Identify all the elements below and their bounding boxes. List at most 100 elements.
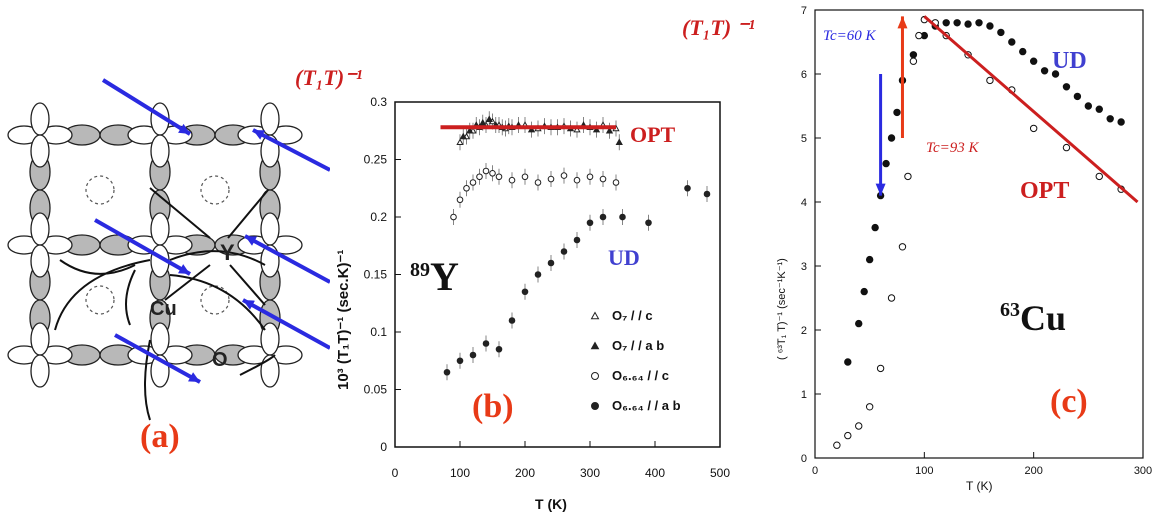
data-point [619, 213, 626, 221]
y-tick-label: 5 [801, 133, 807, 145]
arrow-head [875, 183, 886, 196]
data-point [909, 57, 918, 65]
data-point [904, 172, 912, 181]
orbital-lobe [30, 102, 50, 136]
tc-label-ud: Tc=60 K [823, 28, 876, 44]
spin-arrow [252, 128, 331, 172]
legend-entry: O₆.₆₄ / / a b [612, 398, 681, 413]
data-point [1117, 118, 1125, 126]
data-point [833, 441, 841, 449]
atom-label-y: Y [220, 240, 235, 265]
data-point [876, 364, 885, 373]
x-tick-label: 200 [1024, 465, 1042, 477]
arrow-head [178, 123, 190, 134]
panel-c-chart: 0 100 200 300 0 1 2 3 4 5 6 7 (T₁T) ⁻¹ ( ⁶³T₁ T)⁻¹ … [680, 0, 1155, 519]
x-tick-label: 100 [450, 466, 470, 480]
y-tick-label: 0.3 [370, 95, 387, 109]
arrow-head [245, 236, 257, 246]
arrow-head [188, 372, 200, 382]
data-point [521, 288, 529, 296]
data-point [844, 431, 852, 440]
data-point [1019, 47, 1027, 56]
data-point [456, 138, 464, 145]
legend-b: O₇ / / c O₇ / / a b O₆.₆₄ / / c O₆.₆₄ / / a… [590, 308, 681, 413]
data-point [975, 19, 983, 27]
plot-frame [814, 9, 1144, 459]
panel-a-label: (a) [140, 418, 180, 455]
data-point [1029, 124, 1038, 133]
data-points [443, 111, 711, 381]
data-point [1008, 38, 1016, 46]
exchange-path [164, 264, 211, 301]
exchange-path [169, 250, 266, 266]
data-point [560, 248, 568, 255]
data-point [590, 341, 600, 350]
data-point [469, 179, 477, 186]
data-point [986, 22, 994, 30]
panel-c-label: (c) [1050, 383, 1088, 420]
y-tick-label: 0.1 [370, 325, 387, 339]
data-point [560, 172, 568, 179]
exchange-path [229, 264, 266, 306]
data-point [855, 422, 863, 430]
data-point [612, 179, 620, 186]
data-point [450, 213, 457, 221]
orbital-lobe [150, 212, 170, 246]
cuo2-plane-diagram: Y Cu O (a) [0, 60, 331, 510]
vacancy-circle [85, 285, 115, 315]
axis-ticks: 0 100 200 300 400 500 0 0.05 0.1 0.15 0.2 0.25 0.3 [364, 95, 731, 480]
exchange-path [59, 259, 136, 275]
orbital-lobe [260, 212, 280, 246]
data-point [521, 173, 529, 181]
data-point [684, 184, 691, 192]
spin-arrow [242, 298, 331, 350]
data-point [1084, 102, 1093, 110]
panel-b-chart: 0 100 200 300 400 500 0 0.05 0.1 0.15 0.2 0.25 0.3 (… [290, 0, 730, 519]
spin-arrows [94, 78, 331, 384]
data-point [456, 196, 464, 204]
axis-ticks: 0 100 200 300 0 1 2 3 4 5 6 7 [801, 5, 1152, 477]
data-point [479, 118, 487, 126]
atom-label-o: O [212, 349, 228, 371]
data-point [645, 219, 652, 227]
data-point [997, 28, 1005, 37]
y-tick-label: 1 [801, 389, 807, 401]
exchange-path [54, 259, 151, 331]
spin-arrow [101, 78, 192, 136]
chart-b-svg: 0 100 200 300 400 500 0 0.05 0.1 0.15 0.2 0.25 0.3 (… [295, 65, 731, 512]
data-point [547, 259, 555, 267]
y-axis-label-c: ( ⁶³T₁ T)⁻¹ (sec⁻¹K⁻¹) [776, 258, 788, 360]
data-point [1062, 83, 1071, 91]
data-point [586, 173, 594, 181]
data-point [590, 311, 600, 320]
data-point [1095, 105, 1103, 113]
legend-entry: O₆.₆₄ / / c [612, 368, 669, 383]
exchange-path [144, 339, 151, 421]
data-point [592, 125, 601, 133]
data-point [887, 134, 896, 142]
spin-arrow [244, 234, 331, 284]
data-point [860, 287, 868, 296]
data-point [547, 175, 555, 183]
data-point [527, 125, 536, 133]
legend-entry: O₇ / / c [612, 308, 653, 323]
orbital-lobe [30, 244, 50, 278]
y-tick-label: 0.2 [370, 210, 387, 224]
data-point [466, 126, 474, 134]
opt-label-c: OPT [1020, 178, 1069, 204]
data-point [599, 175, 607, 183]
data-point [482, 340, 490, 347]
exchange-path [227, 189, 269, 239]
data-point [1062, 143, 1071, 152]
opt-label-b: OPT [630, 122, 676, 147]
spin-arrow [114, 333, 201, 384]
data-point [534, 179, 542, 186]
data-point [573, 176, 581, 184]
data-point [482, 167, 490, 175]
data-point [1040, 67, 1049, 75]
data-point [534, 271, 542, 278]
data-point [1073, 92, 1082, 101]
y-tick-label: 4 [801, 197, 807, 209]
data-point [605, 126, 614, 134]
orbital-lobe [30, 212, 50, 246]
